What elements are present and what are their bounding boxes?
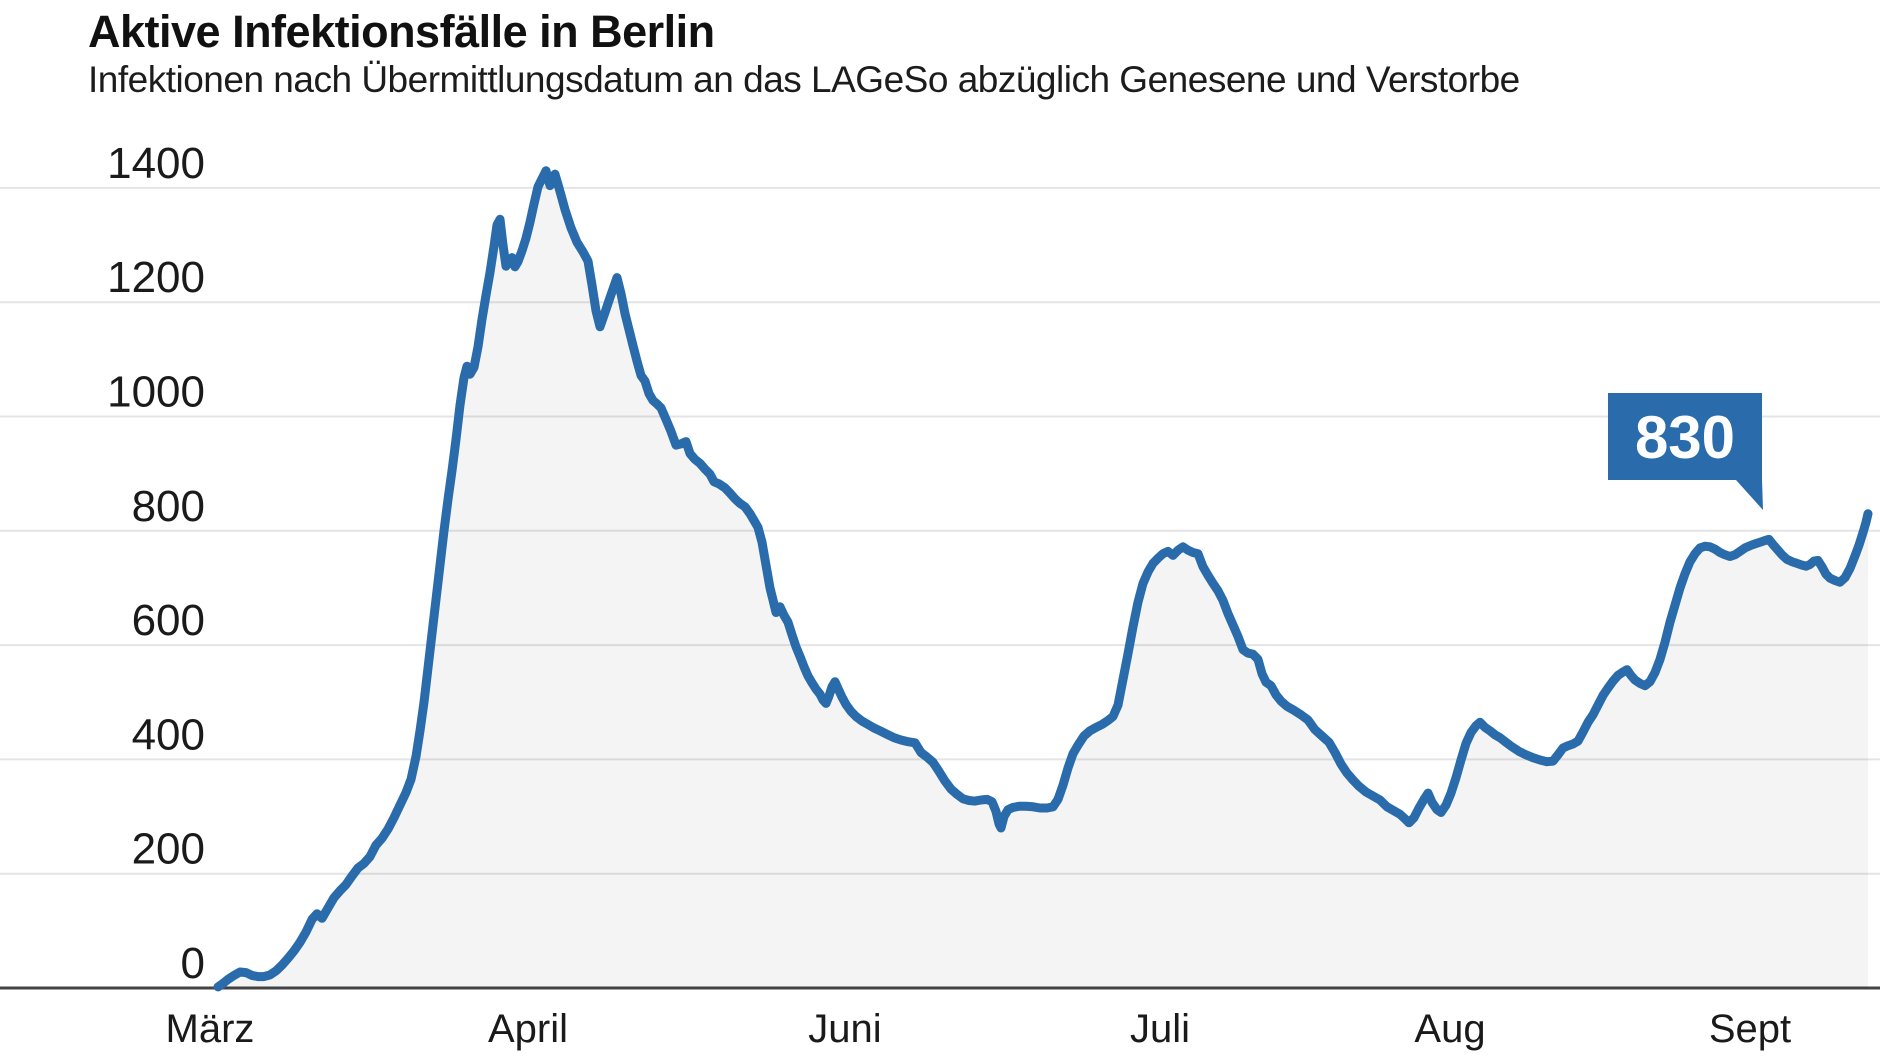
endpoint-callout-bubble: [1608, 393, 1763, 510]
y-tick-label-1200: 1200: [107, 253, 205, 302]
y-tick-label-400: 400: [132, 710, 205, 759]
y-tick-label-200: 200: [132, 825, 205, 874]
y-tick-label-1400: 1400: [107, 139, 205, 188]
x-tick-label-April: April: [488, 1007, 568, 1051]
series-area-fill: [218, 170, 1868, 989]
chart-title: Aktive Infektionsfälle in Berlin: [88, 6, 715, 57]
y-tick-label-0: 0: [181, 939, 205, 988]
y-tick-label-600: 600: [132, 596, 205, 645]
chart-header: Aktive Infektionsfälle in Berlin Infekti…: [88, 6, 1880, 102]
x-tick-label-März: März: [166, 1007, 255, 1051]
endpoint-callout-value: 830: [1635, 404, 1735, 471]
x-tick-label-Aug: Aug: [1414, 1007, 1485, 1051]
y-tick-label-1000: 1000: [107, 368, 205, 417]
chart-subtitle: Infektionen nach Übermittlungsdatum an d…: [88, 59, 1520, 100]
x-tick-label-Sept: Sept: [1709, 1007, 1791, 1051]
series-line-aktive-infektionsfaelle: [213, 166, 1873, 992]
x-tick-label-Juni: Juni: [808, 1007, 881, 1051]
x-tick-label-Juli: Juli: [1130, 1007, 1190, 1051]
y-tick-label-800: 800: [132, 482, 205, 531]
